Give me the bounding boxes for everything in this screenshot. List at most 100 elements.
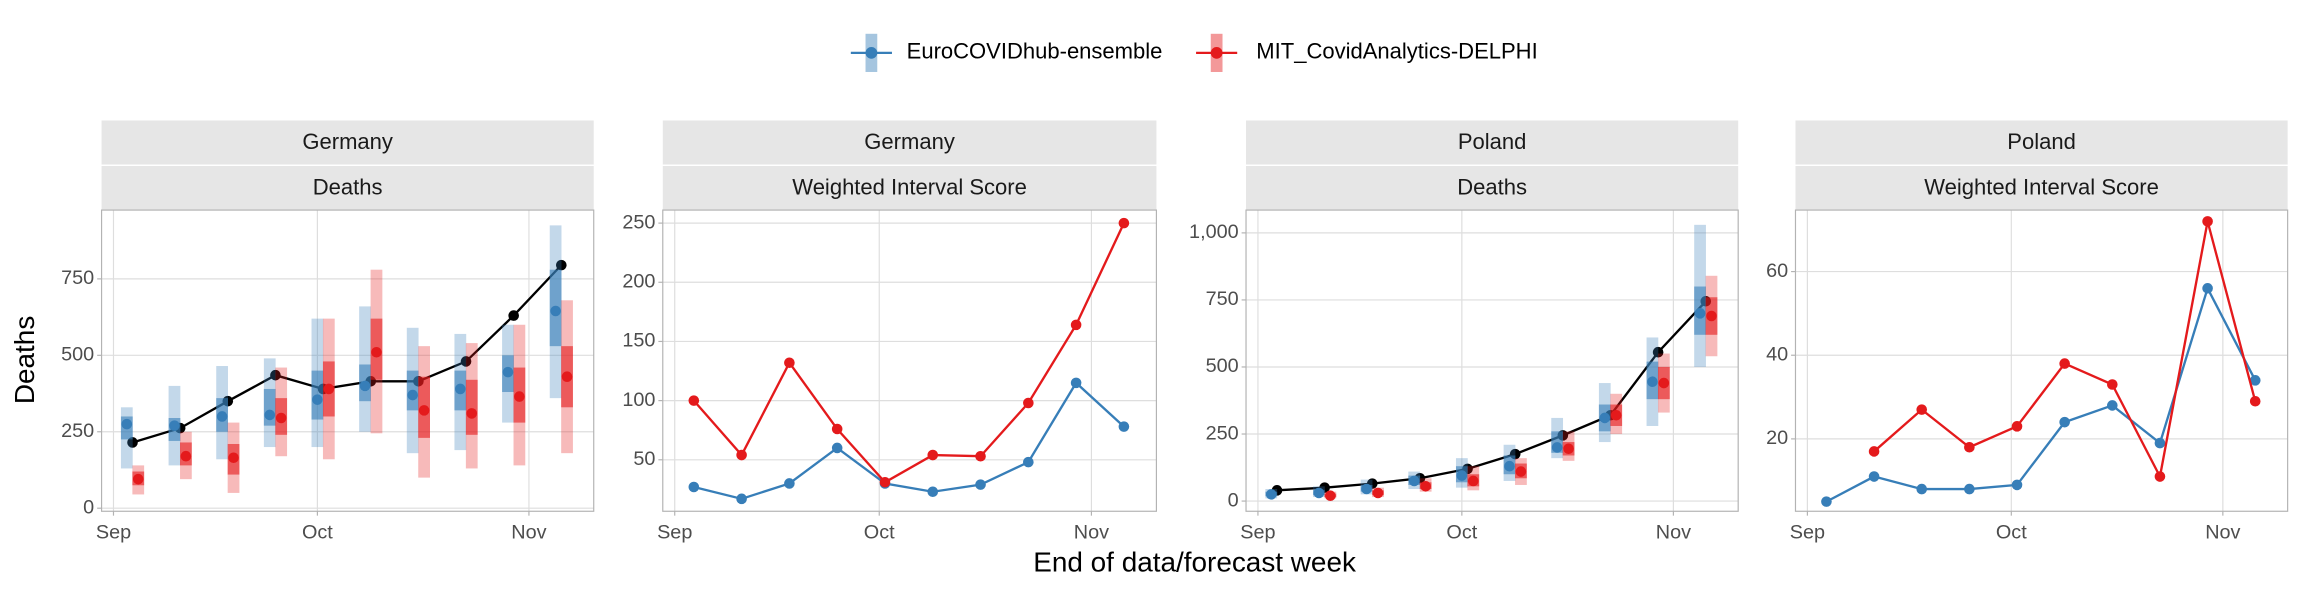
strip [101, 166, 594, 211]
point [1118, 217, 1130, 229]
point [2202, 216, 2213, 227]
point [1647, 376, 1658, 388]
point [1551, 442, 1563, 453]
point [2011, 421, 2023, 432]
y-tick-label: 150 [622, 330, 655, 352]
strip [662, 120, 1157, 165]
point [927, 449, 939, 461]
y-tick-label: 20 [1766, 427, 1788, 449]
point [1118, 421, 1130, 432]
point [275, 412, 287, 424]
point [2107, 400, 2118, 411]
strip [101, 120, 594, 165]
x-tick-label: Oct [1996, 522, 2027, 544]
x-tick-label: Sep [1790, 522, 1825, 544]
point [2107, 379, 2118, 390]
interval-50 [465, 379, 478, 435]
y-tick-label: 100 [622, 389, 655, 411]
point [1325, 490, 1336, 501]
point [1467, 475, 1479, 487]
point [312, 394, 323, 405]
strip-label: Weighted Interval Score [1924, 175, 2159, 200]
line [693, 381, 1125, 501]
y-tick-label: 0 [1228, 489, 1239, 511]
strip-label: Germany [864, 129, 955, 154]
point [550, 305, 561, 317]
y-tick-label: 250 [622, 211, 655, 233]
strip [1246, 120, 1739, 165]
strip-label: Poland [1458, 129, 1527, 154]
point [502, 366, 514, 378]
y-tick-label: 500 [1206, 355, 1239, 377]
point [1706, 310, 1717, 322]
point [264, 409, 276, 421]
point [879, 476, 891, 488]
y-tick-label: 250 [61, 420, 94, 442]
point [831, 442, 843, 454]
y-tick-label: 200 [622, 271, 655, 293]
y-tick-label: 750 [61, 267, 94, 289]
panel: Poland Deaths 0 250 500 750 1,000 Sep Oct Nov [1189, 120, 1739, 544]
point [418, 405, 430, 416]
y-tick-label: 0 [83, 496, 94, 518]
point [1023, 456, 1034, 468]
y-tick-label: 1,000 [1189, 221, 1239, 243]
x-axis-title: End of data/forecast week [1033, 547, 1356, 578]
point [927, 486, 939, 498]
point [169, 420, 180, 431]
point [1265, 489, 1277, 500]
strip [662, 166, 1157, 211]
point [460, 356, 472, 367]
point [216, 411, 228, 422]
panel: Germany Weighted Interval Score 50 100 150 20… [622, 120, 1157, 544]
line [1276, 300, 1707, 492]
line [692, 222, 1125, 484]
point [1361, 483, 1372, 495]
point [1868, 471, 1880, 482]
point [1515, 466, 1527, 477]
line [1825, 285, 2257, 503]
x-tick-label: Nov [2205, 522, 2240, 544]
x-tick-label: Nov [1656, 522, 1691, 544]
point [688, 481, 700, 493]
point [2249, 395, 2261, 407]
point [1610, 409, 1622, 421]
point [1420, 481, 1431, 492]
strip-label: Deaths [313, 175, 383, 200]
x-tick-label: Oct [302, 522, 333, 544]
point [1868, 446, 1880, 457]
y-tick-label: 50 [633, 448, 655, 470]
point [784, 357, 795, 369]
strip-label: Germany [302, 129, 393, 154]
point [1821, 496, 1832, 507]
point [359, 380, 371, 392]
point [1070, 377, 1082, 389]
point [514, 391, 525, 402]
x-tick-label: Oct [1446, 522, 1477, 544]
point [1658, 377, 1670, 389]
point [688, 395, 700, 406]
x-tick-label: Sep [1240, 522, 1275, 544]
point [132, 473, 144, 485]
point [561, 371, 573, 383]
legend-swatch [865, 47, 878, 59]
panel: Germany Deaths 0 250 500 750 Sep Oct Nov [61, 120, 595, 544]
plot-frame [100, 209, 595, 512]
point [1599, 412, 1611, 424]
point [975, 479, 986, 490]
point [1313, 487, 1325, 499]
y-tick-label: 60 [1766, 260, 1788, 282]
legend: EuroCOVIDhub-ensemble MIT_CovidAnalytics… [850, 33, 1538, 72]
strip [1795, 120, 2288, 165]
point [180, 450, 192, 462]
strip-label: Poland [2007, 129, 2076, 154]
point [270, 369, 281, 381]
point [1964, 483, 1975, 495]
panel: Poland Weighted Interval Score 20 40 60 Sep Oc… [1766, 120, 2289, 544]
point [1563, 443, 1574, 455]
plot-frame [1245, 209, 1739, 512]
plot-frame [662, 209, 1157, 512]
x-tick-label: Nov [1074, 522, 1109, 544]
